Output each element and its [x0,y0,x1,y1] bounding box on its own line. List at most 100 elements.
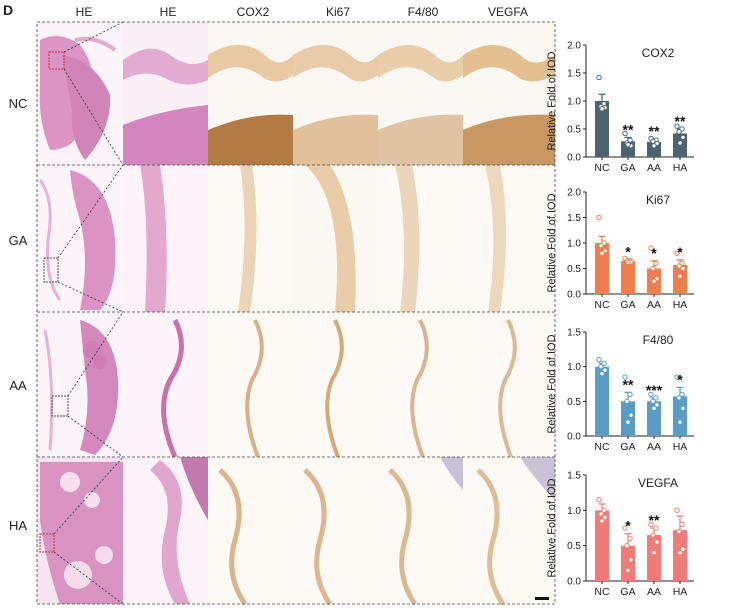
data-point [680,265,686,272]
y-tick-label: 0.5 [567,397,581,408]
data-point [602,514,608,521]
row-label-nc: NC [8,96,28,111]
significance-marker: ** [649,123,660,139]
y-axis-label: Relative Fold of IOD [546,51,558,150]
x-tick-label: GA [620,441,635,453]
x-tick-label: GA [620,299,635,311]
bar-ha [673,396,687,436]
row-label-ga: GA [8,233,28,248]
data-point [680,405,686,411]
row-ha-tiles [37,457,555,606]
chart-title: F4/80 [643,333,674,347]
significance-marker: ** [675,113,686,129]
data-point [651,278,657,284]
data-point [676,528,682,535]
data-point [599,106,605,112]
x-tick-label: HA [673,441,688,453]
data-point [599,518,605,524]
significance-marker: * [625,518,631,534]
data-point [677,273,683,279]
y-tick-label: 1.5 [567,69,581,80]
data-point [654,402,660,408]
data-point [680,546,686,552]
data-point [676,129,682,135]
x-tick-label: NC [594,299,610,311]
y-tick-label: 0.0 [567,153,581,164]
y-tick-label: 1.0 [567,97,581,108]
y-tick-label: 2.0 [567,41,581,52]
significance-marker: * [677,371,683,387]
panel-letter: D [3,2,14,18]
data-point [677,140,683,146]
zoom-connectors [53,21,124,605]
x-tick-label: NC [594,586,610,598]
x-tick-label: HA [673,586,688,598]
significance-marker: * [625,243,631,259]
data-point [677,419,683,425]
x-tick-label: NC [594,441,610,453]
x-tick-label: HA [673,162,688,174]
data-point [622,130,628,137]
data-point [627,391,633,398]
bar-nc [595,243,609,294]
data-point [625,419,631,425]
data-point [676,263,682,269]
data-point [598,242,604,249]
column-label-he-low: HE [75,5,93,19]
y-tick-label: 1.0 [567,506,581,517]
row-ga-tiles [37,165,555,312]
data-point [677,550,683,556]
data-point [674,507,680,514]
data-point [648,521,654,528]
data-point [628,557,634,563]
data-point [650,398,656,405]
y-tick-label: 0.0 [567,577,581,588]
bar-aa [647,535,661,581]
data-point [602,367,608,373]
data-point [596,497,602,503]
bar-nc [595,366,609,436]
data-point [648,391,654,398]
y-tick-label: 1.0 [567,362,581,373]
data-point [653,260,659,267]
column-label-vegfa: VEGFA [487,5,528,19]
data-point [651,550,657,556]
data-point [625,259,631,266]
significance-marker: * [677,244,683,260]
data-point [674,123,680,129]
data-point [674,374,680,380]
bar-ha [673,264,687,294]
y-tick-label: 0.5 [567,125,581,136]
row-label-aa: AA [9,378,27,393]
y-axis-label: Relative Fold of IOD [546,334,558,433]
data-point [653,395,659,401]
y-tick-label: 0.0 [567,290,581,301]
y-tick-label: 0.5 [567,541,581,552]
bar-ga [621,545,635,581]
bar-aa [647,401,661,436]
data-point [624,542,630,549]
significance-marker: * [651,245,657,261]
bar-ga [621,260,635,294]
data-point [622,525,628,531]
column-label-ki67: Ki67 [325,5,351,19]
x-tick-label: AA [647,586,661,598]
row-nc-tiles [37,22,555,165]
y-tick-label: 2.0 [567,188,581,199]
column-label-he-high: HE [159,5,177,19]
y-tick-label: 1.5 [567,328,581,339]
x-tick-label: AA [647,441,661,453]
data-point [651,143,657,149]
data-point [601,360,607,366]
chart-title: VEGFA [638,476,678,490]
data-point [598,363,604,370]
data-point [674,250,680,256]
data-point [627,535,633,542]
y-tick-label: 1.0 [567,239,581,250]
significance-marker: *** [646,382,663,398]
chart-title: Ki67 [646,193,670,207]
data-point [596,214,602,221]
data-point [651,405,657,411]
